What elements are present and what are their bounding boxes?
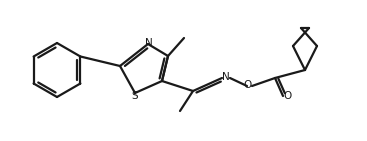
Text: S: S: [132, 91, 138, 101]
Text: N: N: [145, 38, 153, 48]
Text: O: O: [284, 91, 292, 101]
Text: O: O: [244, 80, 252, 90]
Text: N: N: [222, 72, 230, 82]
